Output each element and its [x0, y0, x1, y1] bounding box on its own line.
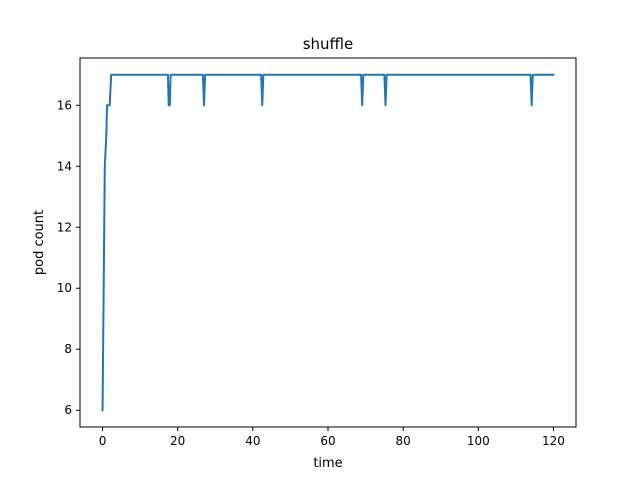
x-tick-label: 20 — [170, 434, 185, 448]
y-tick-label: 8 — [64, 342, 72, 356]
x-tick-label: 100 — [467, 434, 490, 448]
y-axis-label: pod count — [32, 210, 47, 275]
x-tick-label: 120 — [542, 434, 565, 448]
y-tick-label: 14 — [57, 159, 72, 173]
x-tick-label: 80 — [396, 434, 411, 448]
plot-area — [101, 73, 555, 412]
x-axis: 0 20 40 60 80 100 120 — [99, 427, 565, 448]
y-tick-label: 6 — [64, 403, 72, 417]
x-axis-label: time — [313, 456, 342, 471]
series-line-pod-count — [101, 73, 555, 412]
y-axis: 6 8 10 12 14 16 — [57, 98, 80, 417]
x-tick-label: 40 — [245, 434, 260, 448]
chart-title: shuffle — [303, 35, 354, 53]
y-tick-label: 10 — [57, 281, 72, 295]
x-tick-label: 60 — [320, 434, 335, 448]
x-tick-label: 0 — [99, 434, 107, 448]
y-tick-label: 16 — [57, 98, 72, 112]
y-tick-label: 12 — [57, 220, 72, 234]
